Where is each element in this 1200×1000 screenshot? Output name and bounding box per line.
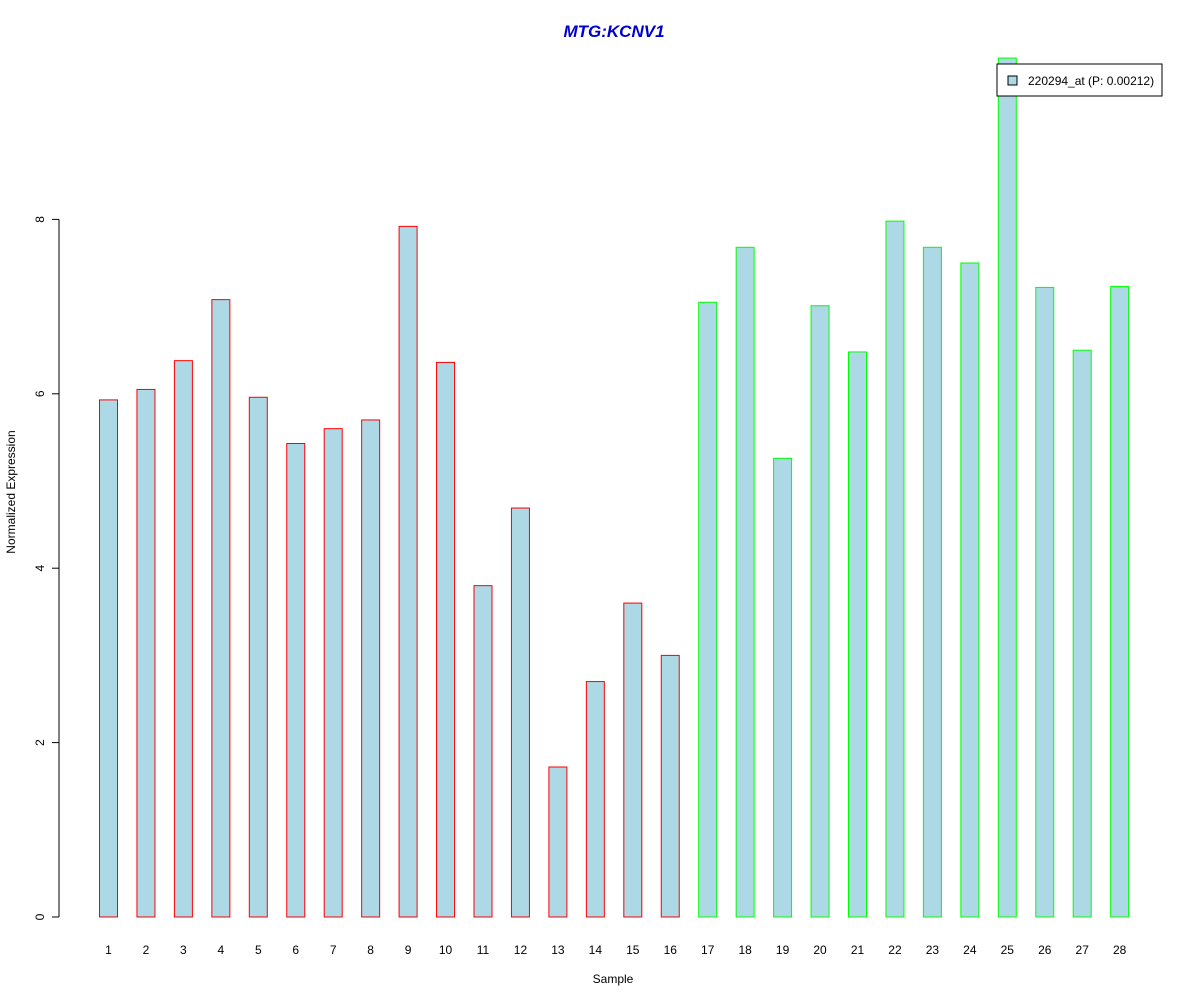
x-tick-label: 10 (439, 943, 453, 957)
bar-sample-13 (548, 766, 568, 918)
x-tick-label: 18 (738, 943, 752, 957)
bar-sample-17 (698, 301, 718, 918)
x-tick-label: 1 (105, 943, 112, 957)
x-tick-label: 14 (589, 943, 603, 957)
bar-sample-16 (660, 654, 680, 918)
bar-sample-1 (99, 399, 118, 918)
y-axis: 0 2 4 6 8 (33, 216, 60, 920)
y-tick-label: 0 (33, 913, 47, 920)
x-tick-label: 2 (143, 943, 150, 957)
bar-sample-27 (1072, 349, 1092, 918)
bar-sample-10 (436, 361, 456, 918)
x-tick-label: 23 (926, 943, 940, 957)
bar-sample-23 (922, 246, 942, 918)
bar-sample-28 (1110, 286, 1130, 918)
chart-title: MTG:KCNV1 (563, 22, 664, 41)
x-tick-label: 9 (405, 943, 412, 957)
x-tick-label: 25 (1001, 943, 1015, 957)
bar-sample-19 (773, 457, 793, 918)
bar-sample-3 (173, 360, 193, 918)
bar-sample-2 (136, 388, 156, 918)
x-tick-label: 22 (888, 943, 902, 957)
x-axis-label: Sample (593, 972, 634, 986)
y-tick-label: 6 (33, 390, 47, 397)
x-tick-label: 27 (1076, 943, 1090, 957)
bar-sample-24 (960, 262, 980, 918)
x-tick-label: 4 (218, 943, 225, 957)
legend-label: 220294_at (P: 0.00212) (1028, 74, 1154, 88)
y-tick-label: 2 (33, 739, 47, 746)
x-tick-label: 26 (1038, 943, 1052, 957)
bar-sample-11 (473, 585, 493, 918)
x-tick-label: 8 (367, 943, 374, 957)
x-tick-label: 12 (514, 943, 528, 957)
x-tick-label: 5 (255, 943, 262, 957)
x-tick-label: 11 (477, 943, 490, 957)
bar-sample-6 (286, 443, 306, 918)
x-tick-label: 19 (776, 943, 790, 957)
bar-sample-21 (848, 351, 867, 918)
x-tick-label: 17 (701, 943, 715, 957)
x-tick-label: 20 (813, 943, 827, 957)
bar-sample-14 (585, 681, 605, 918)
bar-sample-7 (323, 428, 343, 918)
x-tick-label: 16 (664, 943, 678, 957)
x-tick-label: 21 (851, 943, 865, 957)
bars-group (99, 57, 1130, 918)
y-tick-label: 8 (33, 216, 47, 223)
bar-sample-15 (623, 602, 643, 918)
bar-sample-9 (398, 225, 418, 918)
bar-sample-8 (361, 419, 381, 918)
y-axis-label: Normalized Expression (4, 430, 18, 553)
x-tick-label: 15 (626, 943, 640, 957)
legend-swatch (1007, 75, 1018, 86)
bar-sample-18 (735, 246, 755, 918)
x-tick-label: 3 (180, 943, 187, 957)
bar-sample-5 (248, 396, 268, 918)
x-tick-label: 24 (963, 943, 977, 957)
x-tick-label: 7 (330, 943, 337, 957)
legend-box (996, 63, 1163, 97)
x-tick-labels: 1 2 3 4 5 6 7 8 9 10 11 12 13 14 15 16 17 18 19 20 21 22 23 24 2… (105, 943, 1126, 957)
bar-sample-20 (810, 305, 830, 918)
bar-sample-26 (1035, 286, 1055, 918)
bar-sample-22 (885, 220, 905, 918)
bar-sample-12 (510, 507, 530, 918)
bar-sample-25 (997, 57, 1017, 918)
x-tick-label: 6 (292, 943, 299, 957)
legend: 220294_at (P: 0.00212) (996, 63, 1163, 97)
x-tick-label: 28 (1113, 943, 1127, 957)
bar-sample-4 (211, 299, 231, 918)
x-tick-label: 13 (551, 943, 565, 957)
y-tick-label: 4 (33, 565, 47, 572)
